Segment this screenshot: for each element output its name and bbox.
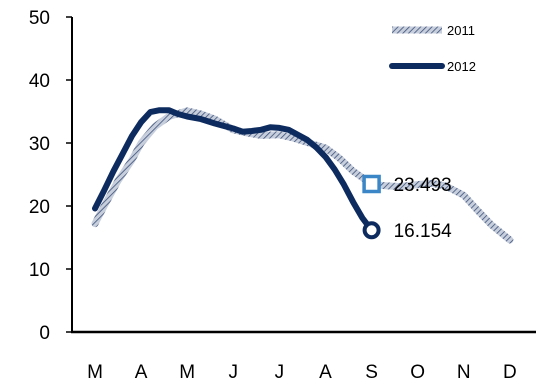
x-tick-label: D (503, 362, 517, 383)
marker-2012-circle (362, 221, 381, 240)
y-tick-label: 30 (29, 134, 50, 155)
x-tick-label: A (319, 362, 332, 383)
data-label-2011: 23.493 (394, 175, 452, 196)
chart-axes: 0 10 20 30 40 50 M A M J J A S O N D (29, 8, 536, 383)
y-tick-label: 0 (39, 323, 50, 344)
legend: 2011 2012 (389, 23, 476, 74)
x-tick-label: J (229, 362, 239, 383)
marker-2011-square (362, 174, 381, 194)
series-2011-line (91, 107, 514, 244)
y-tick-label: 40 (29, 71, 50, 92)
data-label-2012: 16.154 (394, 221, 453, 242)
x-tick-label: M (179, 362, 195, 383)
x-tick-label: O (410, 362, 425, 383)
y-tick-label: 10 (29, 260, 50, 281)
x-tick-label: S (365, 362, 378, 383)
legend-label-2011: 2011 (447, 23, 475, 38)
x-tick-label: A (135, 362, 148, 383)
x-tick-label: N (457, 362, 471, 383)
x-tick-label: J (275, 362, 285, 383)
series-2012-line (92, 107, 375, 234)
x-tick-label: M (87, 362, 103, 383)
y-tick-label: 20 (29, 197, 50, 218)
legend-label-2012: 2012 (447, 59, 476, 74)
plot-area: 23.493 16.154 (91, 107, 514, 244)
y-tick-label: 50 (29, 8, 50, 29)
